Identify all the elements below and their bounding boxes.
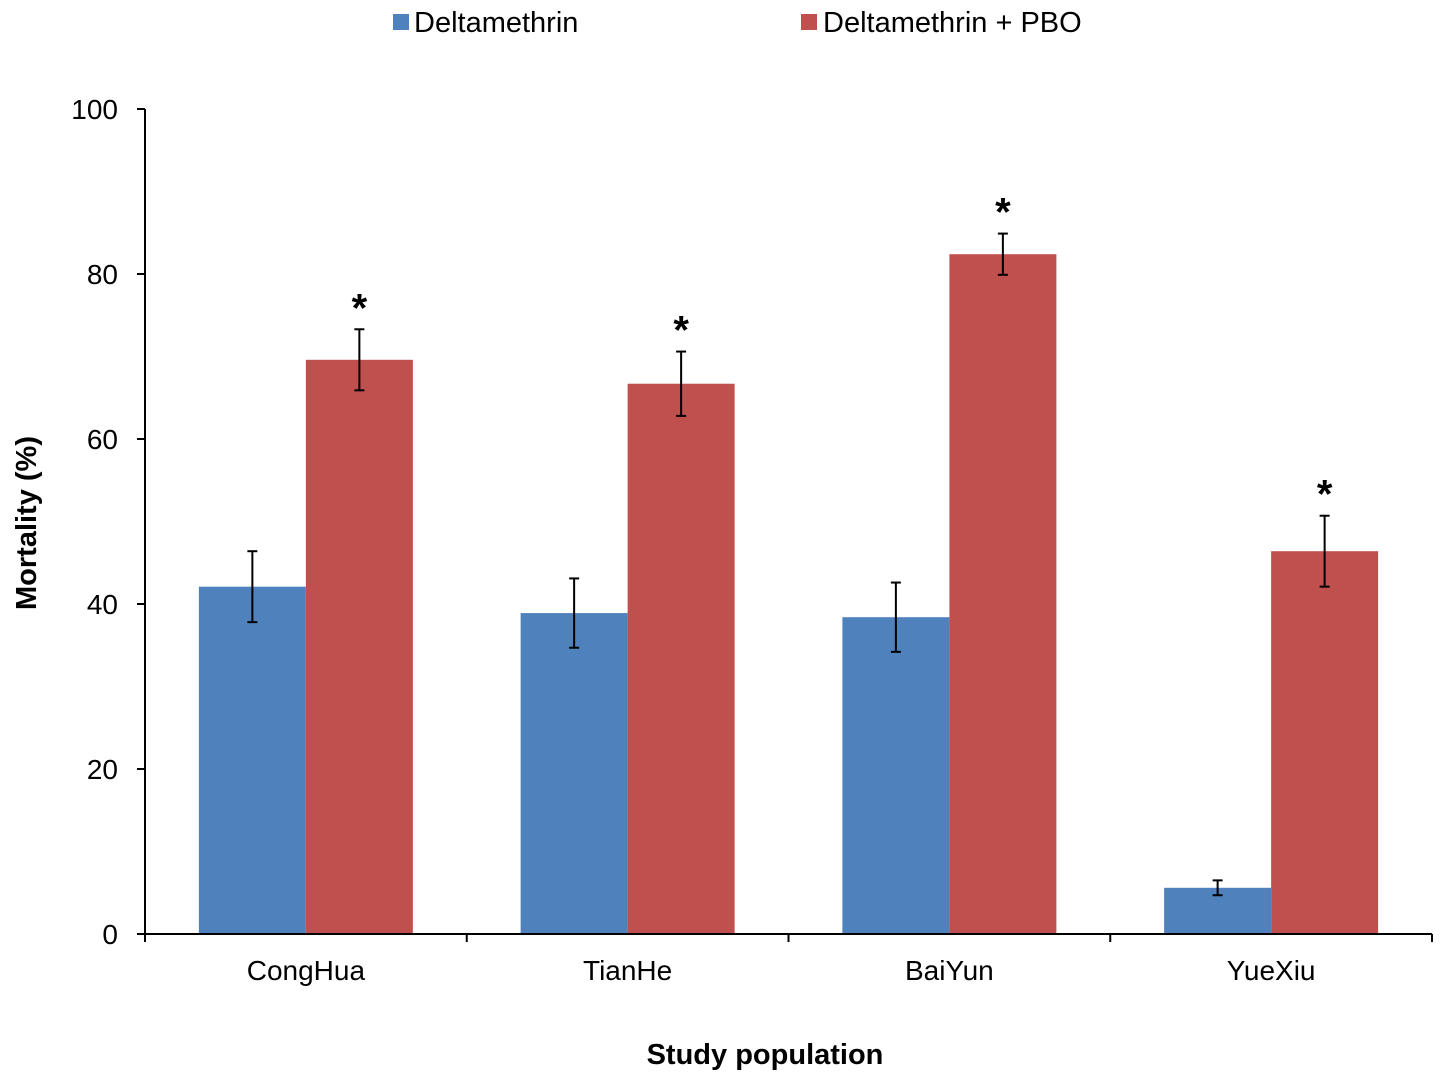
- legend-label-deltamethrin-pbo: Deltamethrin + PBO: [823, 7, 1082, 39]
- y-tick-label-0: 0: [102, 919, 118, 950]
- significance-marker-conghua: *: [352, 286, 368, 330]
- x-tick-label-yuexiu: YueXiu: [1227, 955, 1316, 986]
- significance-markers-layer: * * * *: [352, 191, 1333, 517]
- significance-marker-tianhe: *: [673, 309, 689, 353]
- y-tick-label-20: 20: [87, 754, 118, 785]
- error-bars-layer: [247, 232, 1330, 897]
- x-ticks-layer: CongHua TianHe BaiYun YueXiu: [144, 934, 1433, 986]
- bar-baiyun-series-2: [949, 254, 1057, 934]
- y-tick-label-100: 100: [71, 94, 118, 125]
- bar-conghua-series-1: [198, 586, 306, 934]
- legend-swatch-deltamethrin-pbo: [801, 14, 817, 30]
- significance-marker-baiyun: *: [995, 191, 1011, 235]
- legend-swatch-deltamethrin: [393, 14, 409, 30]
- y-tick-label-60: 60: [87, 424, 118, 455]
- legend: Deltamethrin Deltamethrin + PBO: [393, 7, 1082, 39]
- significance-marker-yuexiu: *: [1317, 473, 1333, 517]
- x-tick-label-conghua: CongHua: [247, 955, 366, 986]
- bars-layer: [198, 254, 1379, 935]
- legend-label-deltamethrin: Deltamethrin: [414, 7, 578, 39]
- bar-tianhe-series-1: [520, 613, 628, 934]
- bar-conghua-series-2: [305, 359, 413, 934]
- x-tick-label-baiyun: BaiYun: [905, 955, 994, 986]
- bar-yuexiu-series-2: [1271, 551, 1379, 934]
- bar-baiyun-series-1: [842, 617, 950, 934]
- x-axis-title: Study population: [647, 1039, 884, 1071]
- x-tick-label-tianhe: TianHe: [583, 955, 672, 986]
- y-ticks-layer: 0 20 40 60 80 100: [71, 94, 145, 950]
- y-tick-label-40: 40: [87, 589, 118, 620]
- y-axis-title: Mortality (%): [11, 436, 43, 610]
- bar-tianhe-series-2: [627, 383, 735, 935]
- y-tick-label-80: 80: [87, 259, 118, 290]
